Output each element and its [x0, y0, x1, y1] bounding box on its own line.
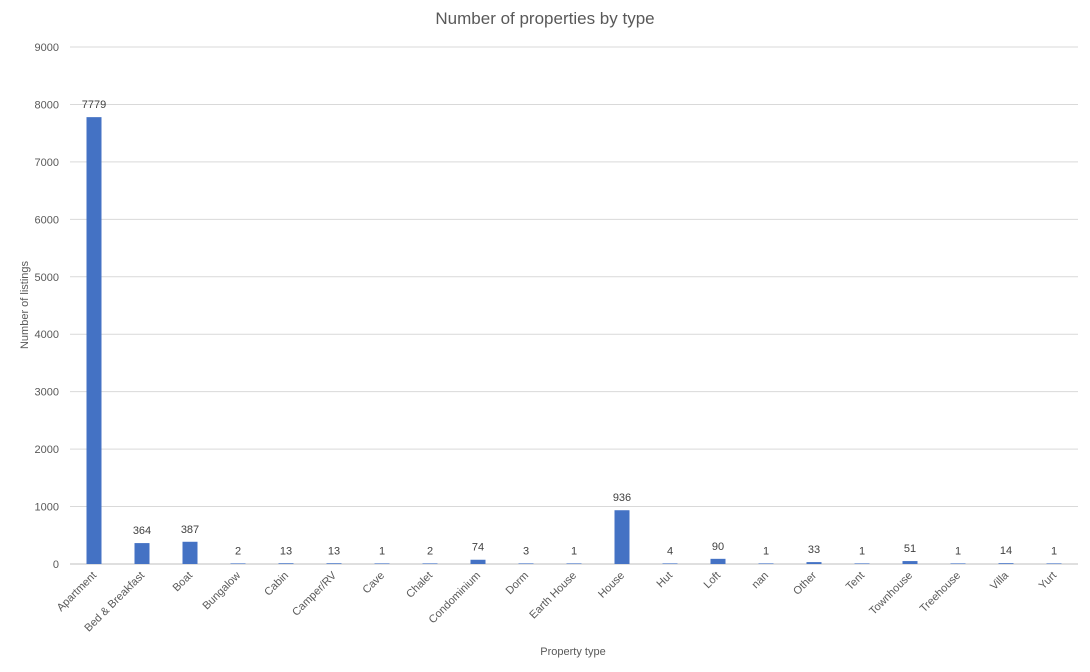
y-tick-label: 2000 — [35, 444, 59, 456]
data-label: 1 — [859, 545, 865, 557]
y-tick-label: 4000 — [35, 329, 59, 341]
x-category-label: Apartment — [55, 570, 99, 614]
x-category-label: Loft — [702, 570, 723, 591]
data-label: 14 — [1000, 545, 1012, 557]
x-category-label: Yurt — [1037, 570, 1059, 592]
bar — [278, 563, 294, 564]
bar — [86, 117, 102, 565]
bar — [614, 510, 630, 564]
x-category-label: Bungalow — [200, 570, 243, 613]
bar — [950, 563, 966, 564]
data-label: 387 — [181, 524, 199, 536]
bar — [902, 561, 918, 564]
bar — [566, 563, 582, 564]
bar — [470, 559, 486, 564]
x-category-label: Tent — [844, 570, 867, 593]
gridlines — [70, 46, 1078, 565]
bar — [998, 563, 1014, 564]
x-category-label: Condominium — [427, 570, 483, 626]
x-category-label: Camper/RV — [290, 569, 339, 618]
data-label: 3 — [523, 545, 529, 557]
data-label: 1 — [955, 545, 961, 557]
y-axis-title: Number of listings — [19, 260, 31, 349]
x-category-label: Treehouse — [918, 570, 963, 615]
bar — [1046, 563, 1062, 564]
y-tick-label: 9000 — [35, 42, 59, 54]
data-label: 1 — [1051, 545, 1057, 557]
y-tick-label: 1000 — [35, 502, 59, 514]
bar — [758, 563, 774, 564]
data-label: 2 — [235, 545, 241, 557]
x-category-label: Earth House — [527, 570, 579, 622]
data-label: 1 — [763, 545, 769, 557]
data-label: 33 — [808, 544, 820, 556]
data-label: 7779 — [82, 99, 106, 111]
x-category-label: Townhouse — [867, 570, 915, 618]
data-label: 51 — [904, 543, 916, 555]
x-category-label: Cave — [360, 570, 387, 597]
x-category-label: Cabin — [262, 570, 291, 599]
data-label: 936 — [613, 492, 631, 504]
x-category-label: House — [596, 570, 627, 601]
y-axis-ticks: 0 1000 2000 3000 4000 5000 6000 7000 8000 9000 — [35, 42, 59, 571]
y-tick-label: 8000 — [35, 99, 59, 111]
bar — [134, 543, 150, 564]
data-label: 364 — [133, 525, 151, 537]
data-label: 13 — [328, 545, 340, 557]
bar — [806, 562, 822, 564]
data-label: 74 — [472, 542, 484, 554]
chart-title: Number of properties by type — [435, 9, 655, 28]
x-category-label: Dorm — [504, 570, 531, 597]
data-label: 90 — [712, 541, 724, 553]
x-category-label: Hut — [655, 570, 676, 591]
data-labels: 7779 364 387 2 13 13 1 2 74 3 1 936 4 90 1 33 1 51 1 14 1 — [82, 99, 1057, 557]
bar — [230, 563, 246, 564]
data-label: 1 — [571, 545, 577, 557]
y-tick-label: 0 — [53, 559, 59, 571]
y-tick-label: 3000 — [35, 387, 59, 399]
bar — [854, 563, 870, 564]
y-tick-label: 5000 — [35, 272, 59, 284]
bar — [374, 563, 390, 564]
x-category-label: Other — [791, 569, 819, 597]
bar — [326, 563, 342, 564]
x-category-label: Chalet — [404, 570, 435, 601]
bar — [662, 563, 678, 564]
data-label: 2 — [427, 545, 433, 557]
x-axis-title: Property type — [540, 646, 605, 658]
x-category-label: Villa — [988, 569, 1012, 593]
data-label: 4 — [667, 545, 673, 557]
x-category-label: nan — [750, 570, 771, 591]
y-tick-label: 7000 — [35, 157, 59, 169]
bar — [710, 558, 726, 564]
x-category-label: Boat — [171, 570, 195, 594]
bar — [182, 541, 198, 564]
data-label: 1 — [379, 545, 385, 557]
bar — [518, 563, 534, 564]
data-label: 13 — [280, 545, 292, 557]
bar — [422, 563, 438, 564]
y-tick-label: 6000 — [35, 214, 59, 226]
bars — [86, 117, 1062, 565]
